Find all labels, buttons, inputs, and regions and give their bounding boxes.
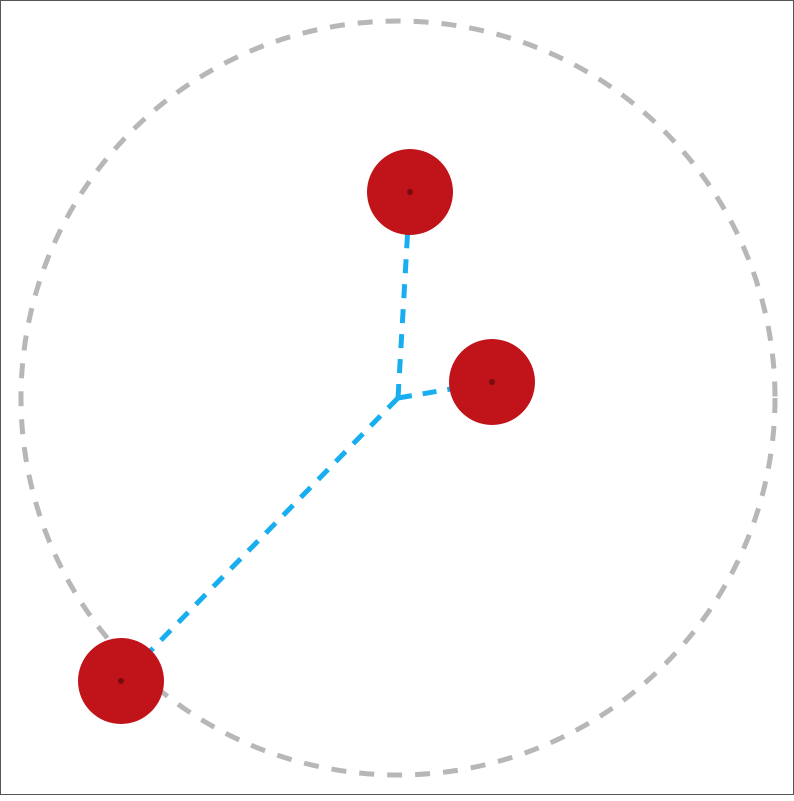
diagram-frame	[0, 0, 794, 795]
diagram-svg	[1, 1, 794, 796]
spoke-lower	[121, 398, 398, 681]
node-lower	[78, 638, 164, 724]
node-lower-center-dot	[118, 678, 124, 684]
node-top	[367, 149, 453, 235]
node-right-center-dot	[489, 379, 495, 385]
node-top-center-dot	[407, 189, 413, 195]
node-right	[449, 339, 535, 425]
